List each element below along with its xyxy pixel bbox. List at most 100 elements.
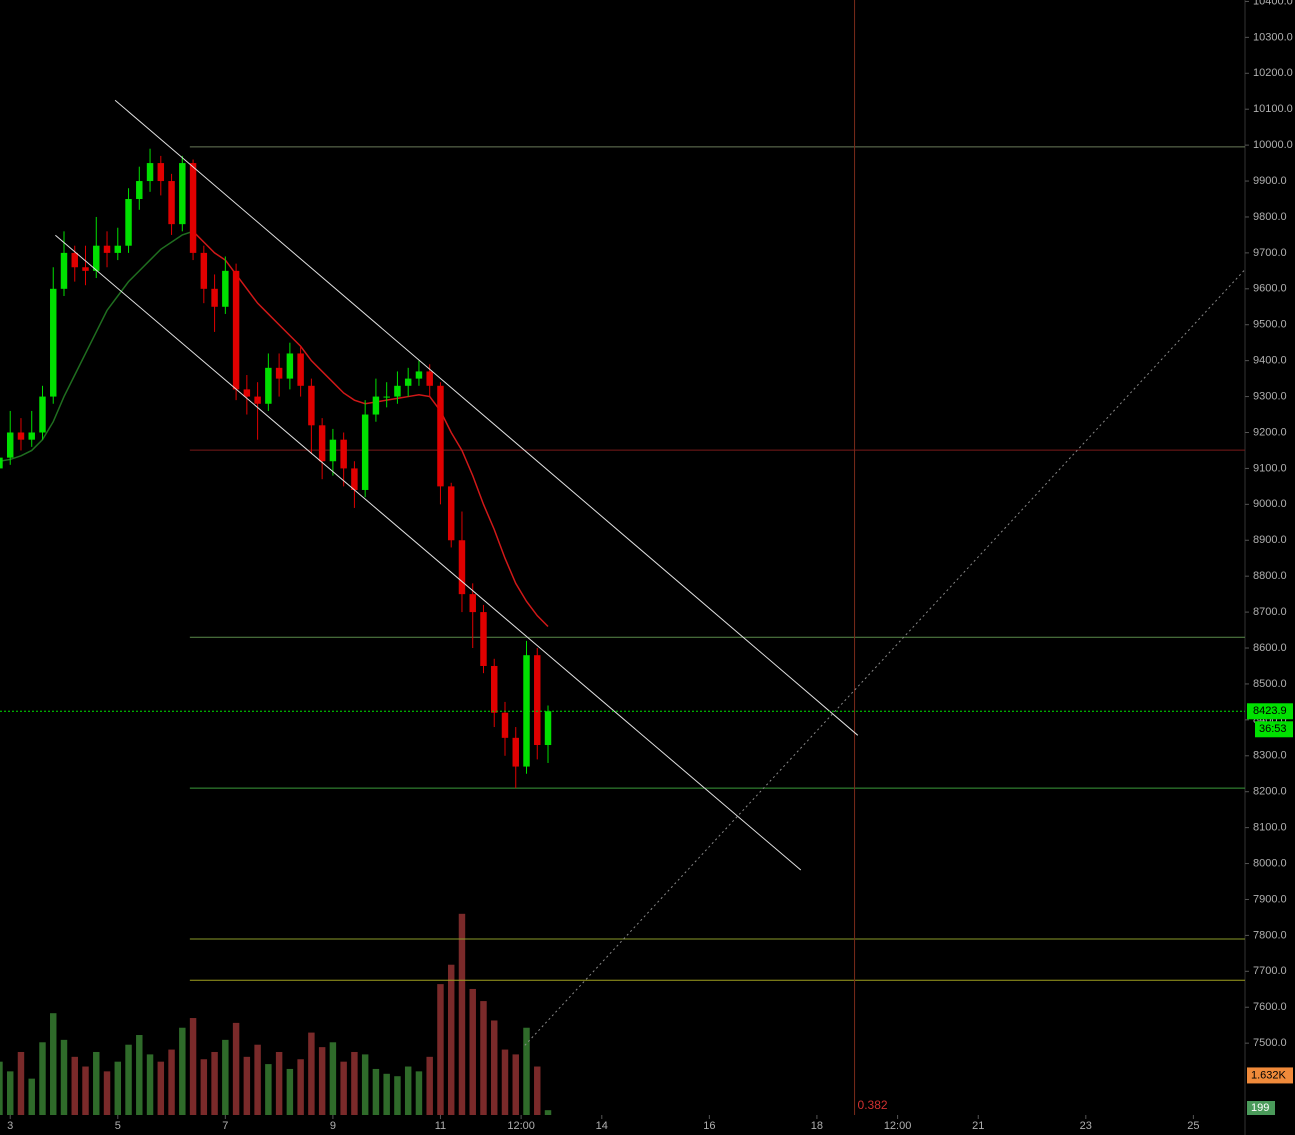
y-tick-label: 8300.0 [1253, 750, 1287, 762]
y-tick-label: 7800.0 [1253, 929, 1287, 941]
candle-body [469, 594, 476, 613]
candle-body [394, 385, 401, 397]
candle-body [232, 270, 240, 390]
y-tick-label: 8900.0 [1253, 534, 1287, 546]
x-tick-label: 11 [435, 1120, 446, 1132]
volume-bar [265, 1064, 272, 1115]
volume-bar [189, 1018, 197, 1115]
volume-bar [351, 1051, 358, 1115]
y-tick-label: 8200.0 [1253, 786, 1287, 798]
volume-bar [512, 1054, 519, 1115]
volume-last-badge [1247, 1101, 1275, 1115]
candle-body [71, 252, 78, 268]
candle-body [103, 245, 111, 253]
volume-bar [103, 1071, 111, 1115]
candle-body [254, 396, 261, 404]
y-tick-label: 10200.0 [1253, 67, 1293, 79]
x-tick-label: 3 [7, 1120, 13, 1132]
volume-bar [200, 1059, 208, 1115]
x-tick-label: 18 [811, 1120, 823, 1132]
y-tick-label: 7700.0 [1253, 965, 1287, 977]
volume-bar [28, 1078, 35, 1115]
volume-bar [71, 1056, 78, 1115]
candle-body [372, 396, 380, 415]
candle-body [275, 367, 283, 379]
volume-bar [114, 1061, 122, 1115]
y-tick-label: 8600.0 [1253, 642, 1287, 654]
x-tick-label: 12:00 [884, 1120, 912, 1132]
volume-bar [404, 1066, 412, 1115]
x-tick-label: 23 [1080, 1120, 1092, 1132]
last-price-badge [1247, 703, 1293, 720]
candle-body [200, 252, 208, 289]
volume-bar [523, 1027, 530, 1115]
candle-body [28, 432, 35, 440]
volume-bar [93, 1051, 100, 1115]
y-tick-label: 8800.0 [1253, 570, 1287, 582]
volume-bar [318, 1047, 326, 1115]
volume-bar [136, 1035, 143, 1115]
candle-body [308, 385, 315, 426]
y-tick-label: 9200.0 [1253, 426, 1287, 438]
candle-body [157, 163, 165, 182]
y-tick-label: 9600.0 [1253, 283, 1287, 295]
candle-body [415, 371, 423, 379]
x-tick-label: 7 [222, 1120, 228, 1132]
countdown-badge [1255, 721, 1293, 738]
trendline [114, 99, 859, 736]
volume-bar [372, 1068, 380, 1115]
volume-bar [544, 1110, 552, 1115]
y-tick-label: 9500.0 [1253, 319, 1287, 331]
candle-body [491, 665, 498, 713]
volume-bar [275, 1051, 283, 1115]
candle-body [361, 414, 369, 490]
candle-body [146, 163, 154, 182]
volume-bar [501, 1049, 509, 1115]
volume-bar [480, 1001, 487, 1115]
volume-bar [157, 1061, 165, 1115]
x-tick-label: 9 [330, 1120, 336, 1132]
volume-bar [286, 1068, 294, 1115]
volume-bar [0, 1061, 3, 1115]
candle-body [243, 389, 251, 397]
volume-bar [329, 1042, 337, 1115]
candle-body [340, 439, 347, 469]
volume-bar [458, 913, 466, 1115]
candle-body [351, 468, 358, 490]
moving-average [192, 230, 549, 627]
y-tick-label: 7600.0 [1253, 1001, 1287, 1013]
volume-bar [426, 1056, 433, 1115]
volume-bar [168, 1049, 175, 1115]
volume-bar [211, 1051, 218, 1115]
candle-body [404, 378, 412, 386]
volume-bar [232, 1022, 240, 1115]
volume-bar [50, 1013, 57, 1115]
volume-bar [491, 1020, 498, 1115]
candle-body [383, 396, 390, 398]
x-tick-label: 21 [972, 1120, 984, 1132]
candle-body [512, 737, 519, 767]
volume-bar [469, 988, 476, 1115]
candle-body [82, 267, 89, 271]
candle-body [329, 439, 337, 462]
candle-body [93, 245, 100, 271]
volume-bar [437, 984, 444, 1115]
candle-body [534, 655, 541, 746]
volume-ma-label: 1.632K [1251, 1069, 1287, 1081]
volume-bar [82, 1066, 89, 1115]
volume-bar [243, 1056, 251, 1115]
volume-bar [415, 1071, 423, 1115]
volume-bar [6, 1071, 14, 1115]
volume-bar [39, 1042, 46, 1115]
candle-body [297, 353, 304, 386]
y-tick-label: 10400.0 [1253, 0, 1293, 7]
y-tick-label: 10100.0 [1253, 103, 1293, 115]
volume-bar [361, 1054, 369, 1115]
y-tick-label: 10000.0 [1253, 139, 1293, 151]
candle-body [168, 181, 175, 225]
candle-body [544, 711, 552, 746]
x-tick-label: 25 [1187, 1120, 1199, 1132]
volume-bar [17, 1051, 25, 1115]
